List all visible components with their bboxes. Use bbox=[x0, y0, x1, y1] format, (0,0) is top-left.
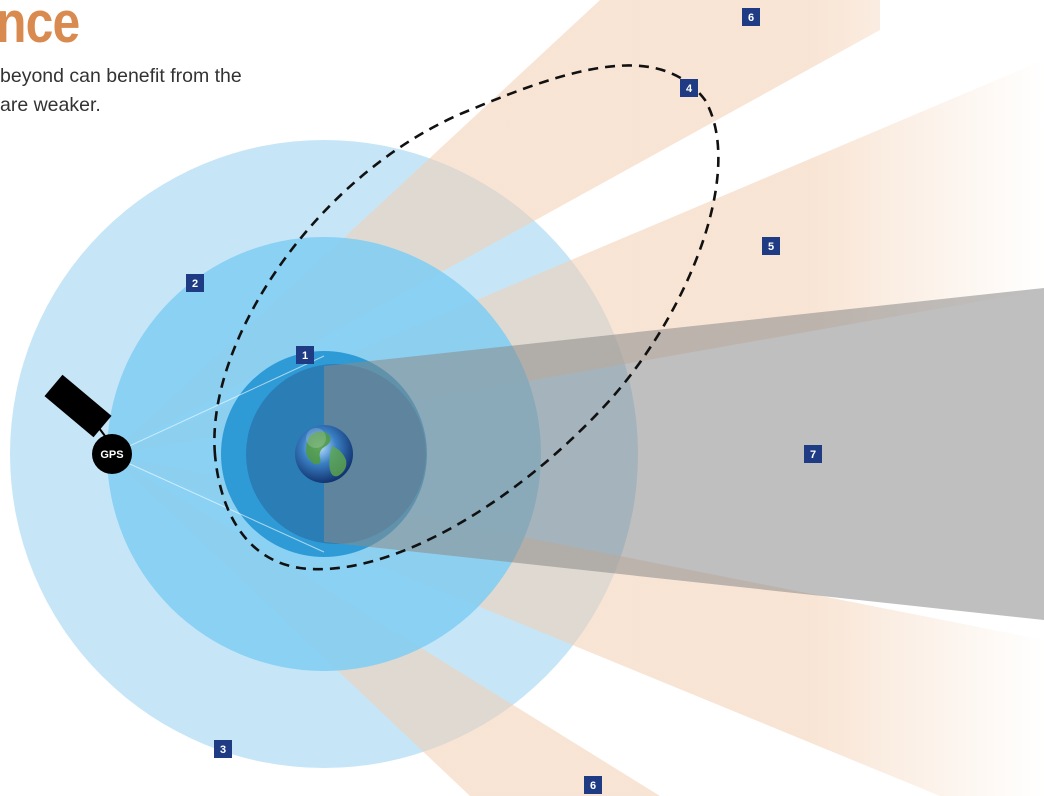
intro-line-1: beyond can benefit from the bbox=[0, 65, 242, 87]
intro-text: beyond can benefit from the are weaker. bbox=[0, 62, 320, 120]
elliptical-orbit bbox=[213, 64, 720, 571]
intro-line-2: are weaker. bbox=[0, 94, 101, 116]
region-label-6-bottom: 6 bbox=[584, 776, 602, 794]
svg-text:6: 6 bbox=[590, 780, 596, 792]
svg-text:3: 3 bbox=[220, 744, 226, 756]
gps-satellite: GPS bbox=[44, 374, 132, 474]
page-title: nce bbox=[0, 0, 80, 55]
svg-text:2: 2 bbox=[192, 278, 198, 290]
main-lobe-lines bbox=[109, 355, 325, 553]
gps-satellite-icon bbox=[92, 434, 132, 474]
svg-text:6: 6 bbox=[748, 12, 754, 24]
region-label-2: 2 bbox=[186, 274, 204, 292]
svg-text:7: 7 bbox=[810, 449, 816, 461]
region-label-5: 5 bbox=[762, 237, 780, 255]
region-label-3: 3 bbox=[214, 740, 232, 758]
region-label-7: 7 bbox=[804, 445, 822, 463]
gps-label: GPS bbox=[100, 449, 123, 461]
earth-globe-icon bbox=[295, 425, 353, 483]
region-label-1: 1 bbox=[296, 346, 314, 364]
svg-text:5: 5 bbox=[768, 241, 774, 253]
region-label-4: 4 bbox=[680, 79, 698, 97]
svg-text:1: 1 bbox=[302, 350, 308, 362]
region-label-6-top: 6 bbox=[742, 8, 760, 26]
earth-shadow-region bbox=[324, 288, 1044, 620]
svg-text:4: 4 bbox=[686, 83, 693, 95]
region-labels: 1 2 3 4 5 6 6 bbox=[186, 8, 822, 794]
